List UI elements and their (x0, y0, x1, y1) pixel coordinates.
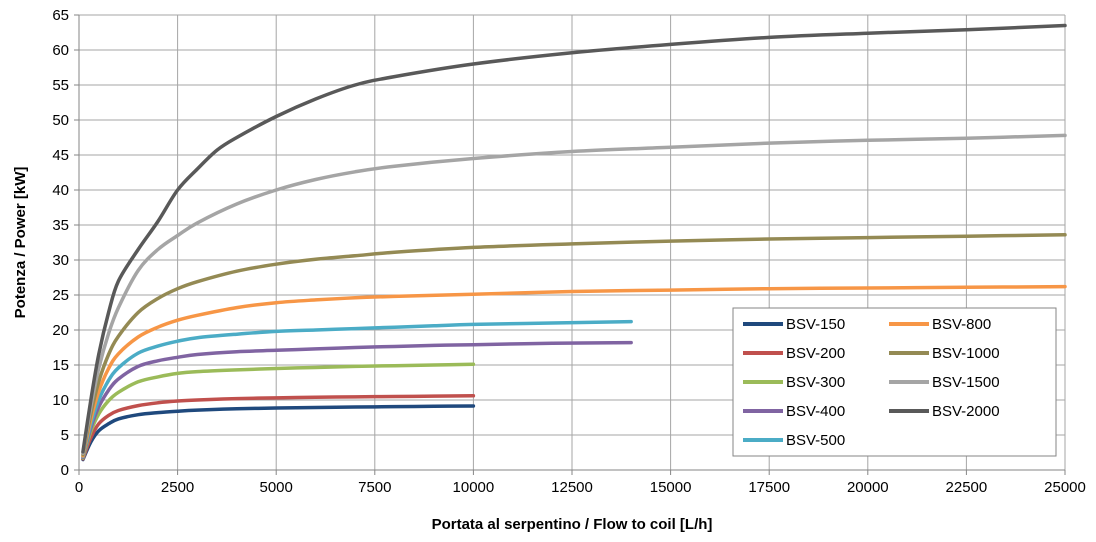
legend-label: BSV-1500 (932, 374, 1000, 391)
y-tick-label: 10 (52, 392, 69, 409)
y-gridlines (79, 14, 1065, 471)
y-tick-label: 5 (61, 427, 69, 444)
legend-label: BSV-500 (786, 432, 845, 449)
y-tick-label: 60 (52, 42, 69, 59)
legend-label: BSV-800 (932, 316, 991, 333)
x-tick-label: 17500 (748, 479, 790, 496)
y-tick-label: 25 (52, 287, 69, 304)
series-line-bsv-200 (81, 394, 476, 461)
x-axis-title: Portata al serpentino / Flow to coil [L/… (432, 516, 713, 533)
x-tick-label: 10000 (453, 479, 495, 496)
series-line-bsv-300 (81, 362, 476, 460)
series-lines (81, 23, 1067, 462)
legend-item-bsv-150: BSV-150 (743, 316, 845, 333)
x-tick-label: 20000 (847, 479, 889, 496)
legend-label: BSV-400 (786, 403, 845, 420)
legend-item-bsv-300: BSV-300 (743, 374, 845, 391)
x-tick-labels: 0 2500 5000 7500 10000 12500 15000 17500 20000 22… (75, 479, 1086, 496)
y-tick-label: 35 (52, 217, 69, 234)
x-tick-label: 22500 (946, 479, 988, 496)
x-tick-label: 25000 (1044, 479, 1086, 496)
y-tick-label: 30 (52, 252, 69, 269)
axes (74, 14, 1066, 475)
y-tick-label: 40 (52, 182, 69, 199)
y-tick-label: 0 (61, 462, 69, 479)
y-tick-labels: 0 5 10 15 20 25 30 35 40 45 50 55 60 65 (52, 7, 69, 479)
series-line-bsv-150 (81, 404, 476, 462)
legend-item-bsv-400: BSV-400 (743, 403, 845, 420)
series-line-bsv-2000 (81, 23, 1067, 454)
series-line-bsv-800 (81, 284, 1067, 458)
x-tick-label: 15000 (650, 479, 692, 496)
y-tick-label: 20 (52, 322, 69, 339)
legend: BSV-150 BSV-200 BSV-300 BSV-400 BSV-500 BSV-8… (732, 307, 1057, 457)
series-line-bsv-500 (81, 319, 633, 459)
y-tick-label: 55 (52, 77, 69, 94)
series-line-bsv-400 (81, 340, 633, 460)
legend-label: BSV-1000 (932, 345, 1000, 362)
y-axis-title: Potenza / Power [kW] (12, 167, 29, 319)
x-tick-label: 5000 (260, 479, 293, 496)
legend-label: BSV-150 (786, 316, 845, 333)
legend-label: BSV-300 (786, 374, 845, 391)
y-tick-label: 65 (52, 7, 69, 24)
series-line-bsv-1500 (81, 133, 1067, 455)
x-tick-label: 0 (75, 479, 83, 496)
legend-label: BSV-2000 (932, 403, 1000, 420)
x-tick-label: 12500 (551, 479, 593, 496)
y-tick-label: 45 (52, 147, 69, 164)
y-tick-label: 15 (52, 357, 69, 374)
legend-label: BSV-200 (786, 345, 845, 362)
series-line-bsv-1000 (81, 233, 1067, 457)
x-tick-label: 7500 (358, 479, 391, 496)
x-tick-label: 2500 (161, 479, 194, 496)
legend-item-bsv-1500: BSV-1500 (889, 374, 1000, 391)
legend-item-bsv-2000: BSV-2000 (889, 403, 1000, 420)
legend-item-bsv-800: BSV-800 (889, 316, 991, 333)
legend-item-bsv-500: BSV-500 (743, 432, 845, 449)
legend-item-bsv-200: BSV-200 (743, 345, 845, 362)
legend-item-bsv-1000: BSV-1000 (889, 345, 1000, 362)
y-tick-label: 50 (52, 112, 69, 129)
